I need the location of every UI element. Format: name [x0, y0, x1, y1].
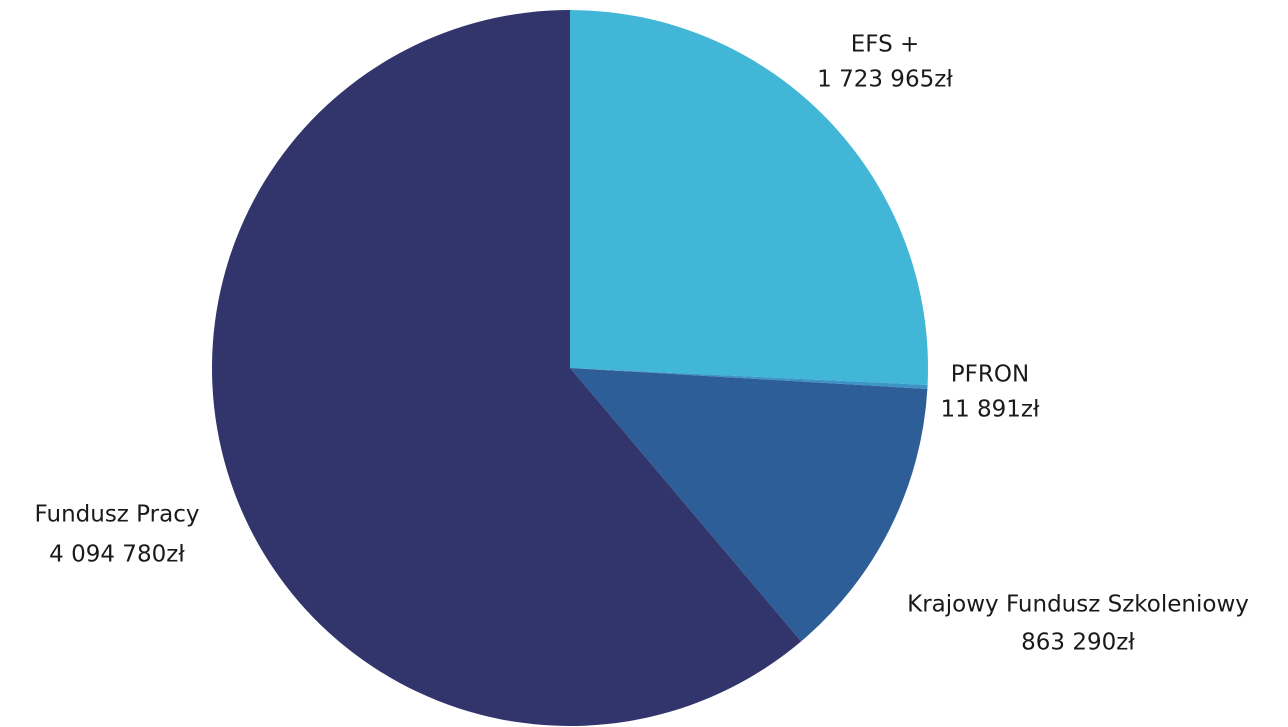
- slice-value-label: 1 723 965zł: [817, 67, 953, 93]
- slice-label: PFRON: [951, 362, 1029, 388]
- pie-slice: [570, 368, 928, 389]
- slice-value-label: 11 891zł: [940, 397, 1040, 423]
- slice-value-label: 863 290zł: [1021, 630, 1135, 656]
- pie-slice: [570, 368, 928, 642]
- slice-label: Fundusz Pracy: [35, 502, 200, 528]
- pie-slice: [211, 10, 802, 727]
- slice-value-label: 4 094 780zł: [49, 542, 185, 568]
- slice-label: Krajowy Fundusz Szkoleniowy: [907, 592, 1249, 618]
- slice-label: EFS +: [851, 32, 920, 58]
- pie-slice: [570, 10, 928, 385]
